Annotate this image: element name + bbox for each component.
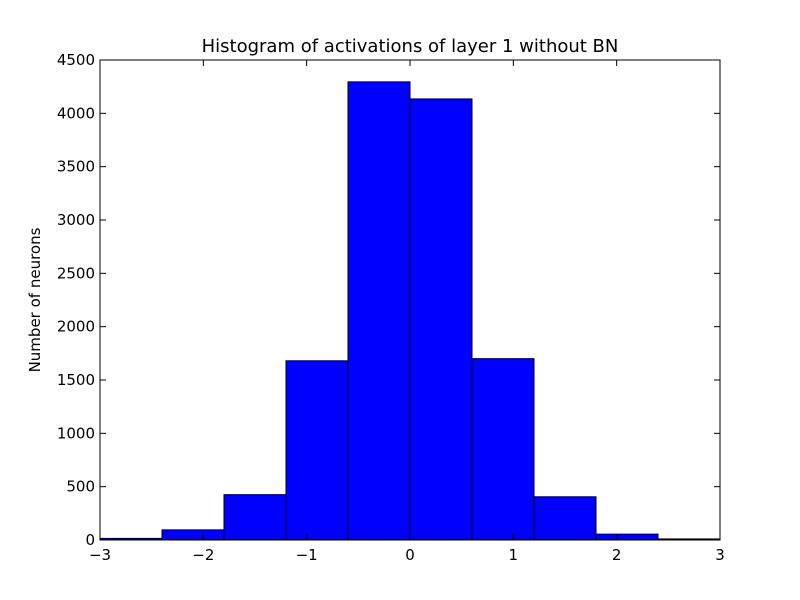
histogram-bar bbox=[223, 494, 287, 541]
x-tick-label: −2 bbox=[192, 546, 214, 564]
y-tick-label: 2500 bbox=[57, 264, 95, 282]
y-tick-label: 3500 bbox=[57, 158, 95, 176]
ticks-group: −3 −2 −1 0 1 2 3 0 500 1000 1500 2000 2500 3000 3500 40… bbox=[57, 51, 725, 564]
y-tick-label: 1000 bbox=[57, 424, 95, 442]
y-tick-label: 3000 bbox=[57, 211, 95, 229]
y-tick-label: 1500 bbox=[57, 371, 95, 389]
histogram-bar bbox=[161, 529, 225, 541]
y-axis-label: Number of neurons bbox=[26, 227, 44, 372]
x-tick-label: −3 bbox=[89, 546, 111, 564]
histogram-bar bbox=[347, 81, 411, 541]
histogram-bar bbox=[409, 98, 473, 541]
y-tick-label: 4000 bbox=[57, 104, 95, 122]
histogram-bar bbox=[471, 358, 535, 541]
y-tick-label: 4500 bbox=[57, 51, 95, 69]
y-tick-label: 500 bbox=[66, 478, 95, 496]
y-tick-label: 0 bbox=[85, 531, 95, 549]
x-tick-label: 3 bbox=[715, 546, 725, 564]
chart-title: Histogram of activations of layer 1 with… bbox=[202, 36, 619, 57]
histogram-bar bbox=[533, 496, 597, 541]
x-tick-label: 0 bbox=[405, 546, 415, 564]
x-tick-label: −1 bbox=[296, 546, 318, 564]
histogram-bar bbox=[595, 533, 659, 541]
histogram-bar bbox=[285, 360, 349, 541]
y-tick-label: 2000 bbox=[57, 318, 95, 336]
x-tick-label: 2 bbox=[612, 546, 622, 564]
x-tick-label: 1 bbox=[509, 546, 519, 564]
bars-group bbox=[99, 81, 721, 541]
